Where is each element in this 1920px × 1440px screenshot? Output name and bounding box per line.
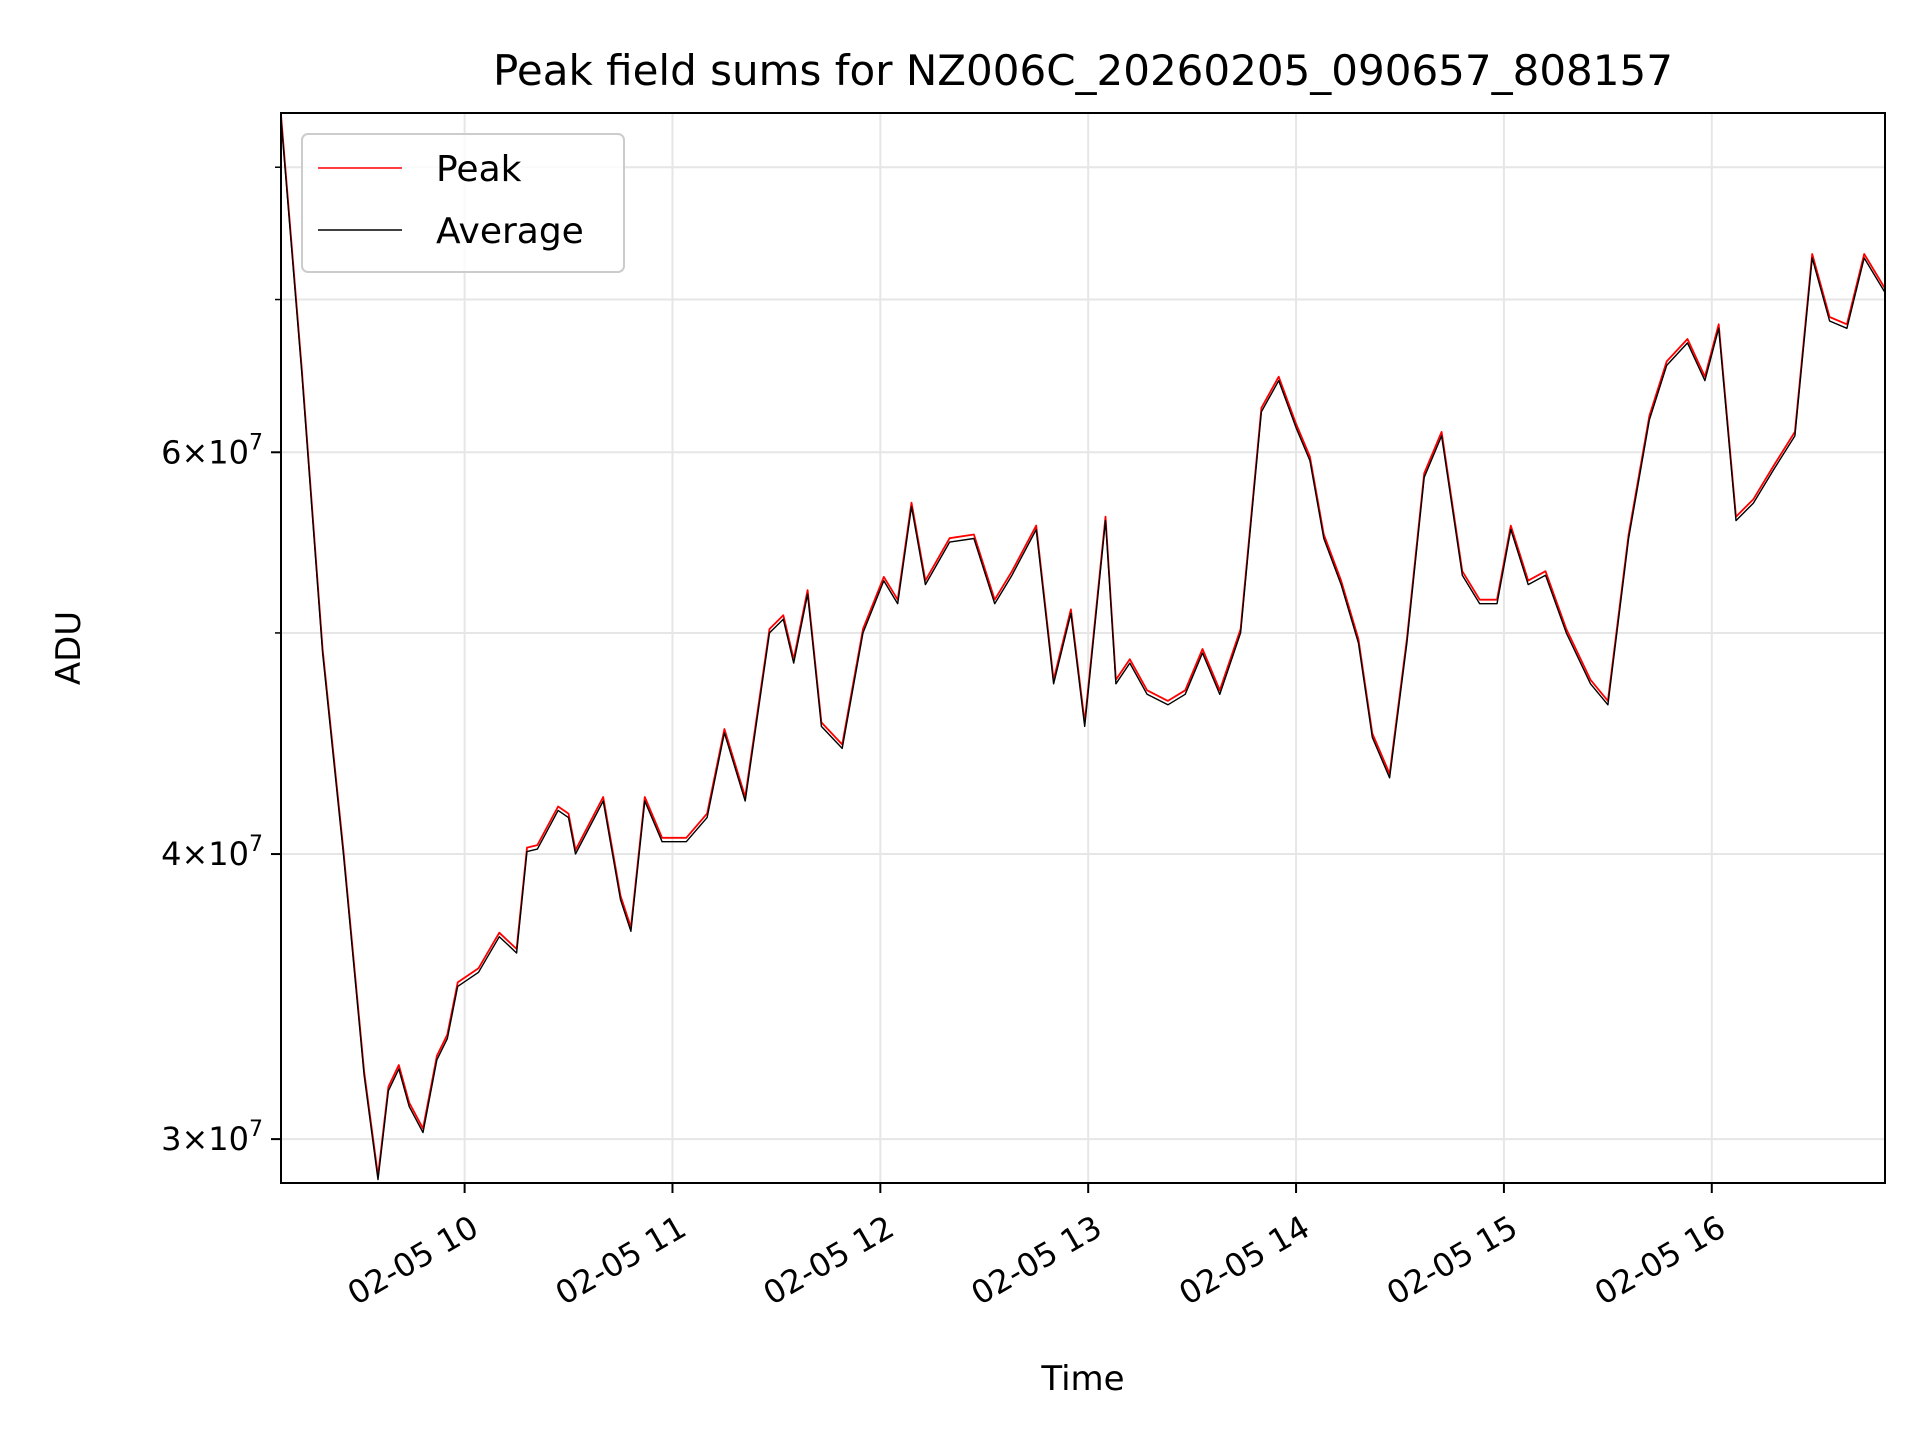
x-tick-label: 02-05 14 [1172,1208,1316,1313]
legend-label-average: Average [436,211,584,252]
x-tick-label: 02-05 16 [1588,1208,1732,1313]
plot-frame [280,112,1886,1184]
chart-title: Peak field sums for NZ006C_20260205_0906… [493,46,1673,95]
x-tick-label: 02-05 15 [1380,1208,1524,1313]
y-axis-title: ADU [49,611,89,685]
legend-label-peak: Peak [436,149,522,190]
y-axis: 3×107 4×107 6×107 [161,166,281,1158]
x-tick-label: 02-05 10 [341,1208,485,1313]
x-tick-label: 02-05 13 [965,1208,1109,1313]
x-tick-label: 02-05 12 [757,1208,901,1313]
plot-lines [280,114,1886,1181]
x-tick-label: 02-05 11 [549,1208,693,1313]
legend: Peak Average [301,133,625,273]
y-tick-label: 3×107 [161,1117,263,1158]
series-line-average [280,118,1886,1181]
y-tick-label: 4×107 [161,832,263,873]
y-tick-label: 6×107 [161,430,263,471]
x-axis-title: Time [1040,1359,1124,1399]
x-axis: 02-05 10 02-05 11 02-05 12 02-05 13 02-05 14… [341,1183,1732,1313]
series-line-peak [280,114,1886,1177]
grid [281,113,1885,1183]
